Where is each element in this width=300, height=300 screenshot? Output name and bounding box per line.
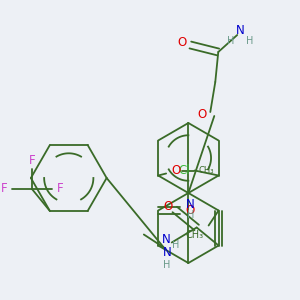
Text: H: H xyxy=(187,210,194,220)
Text: H: H xyxy=(163,260,170,269)
Text: O: O xyxy=(198,107,207,121)
Text: F: F xyxy=(28,154,35,167)
Text: N: N xyxy=(162,246,171,259)
Text: CH₃: CH₃ xyxy=(198,166,214,175)
Text: H: H xyxy=(247,36,254,46)
Text: F: F xyxy=(1,182,7,195)
Text: CH₃: CH₃ xyxy=(186,230,204,241)
Text: O: O xyxy=(178,37,187,50)
Text: O: O xyxy=(163,200,172,213)
Text: N: N xyxy=(186,199,195,212)
Text: N: N xyxy=(162,233,170,246)
Text: N: N xyxy=(236,23,244,37)
Text: O: O xyxy=(185,204,195,217)
Text: H: H xyxy=(226,36,234,46)
Text: O: O xyxy=(172,164,181,177)
Text: Cl: Cl xyxy=(178,164,190,177)
Text: H: H xyxy=(172,239,180,250)
Text: F: F xyxy=(56,182,63,195)
